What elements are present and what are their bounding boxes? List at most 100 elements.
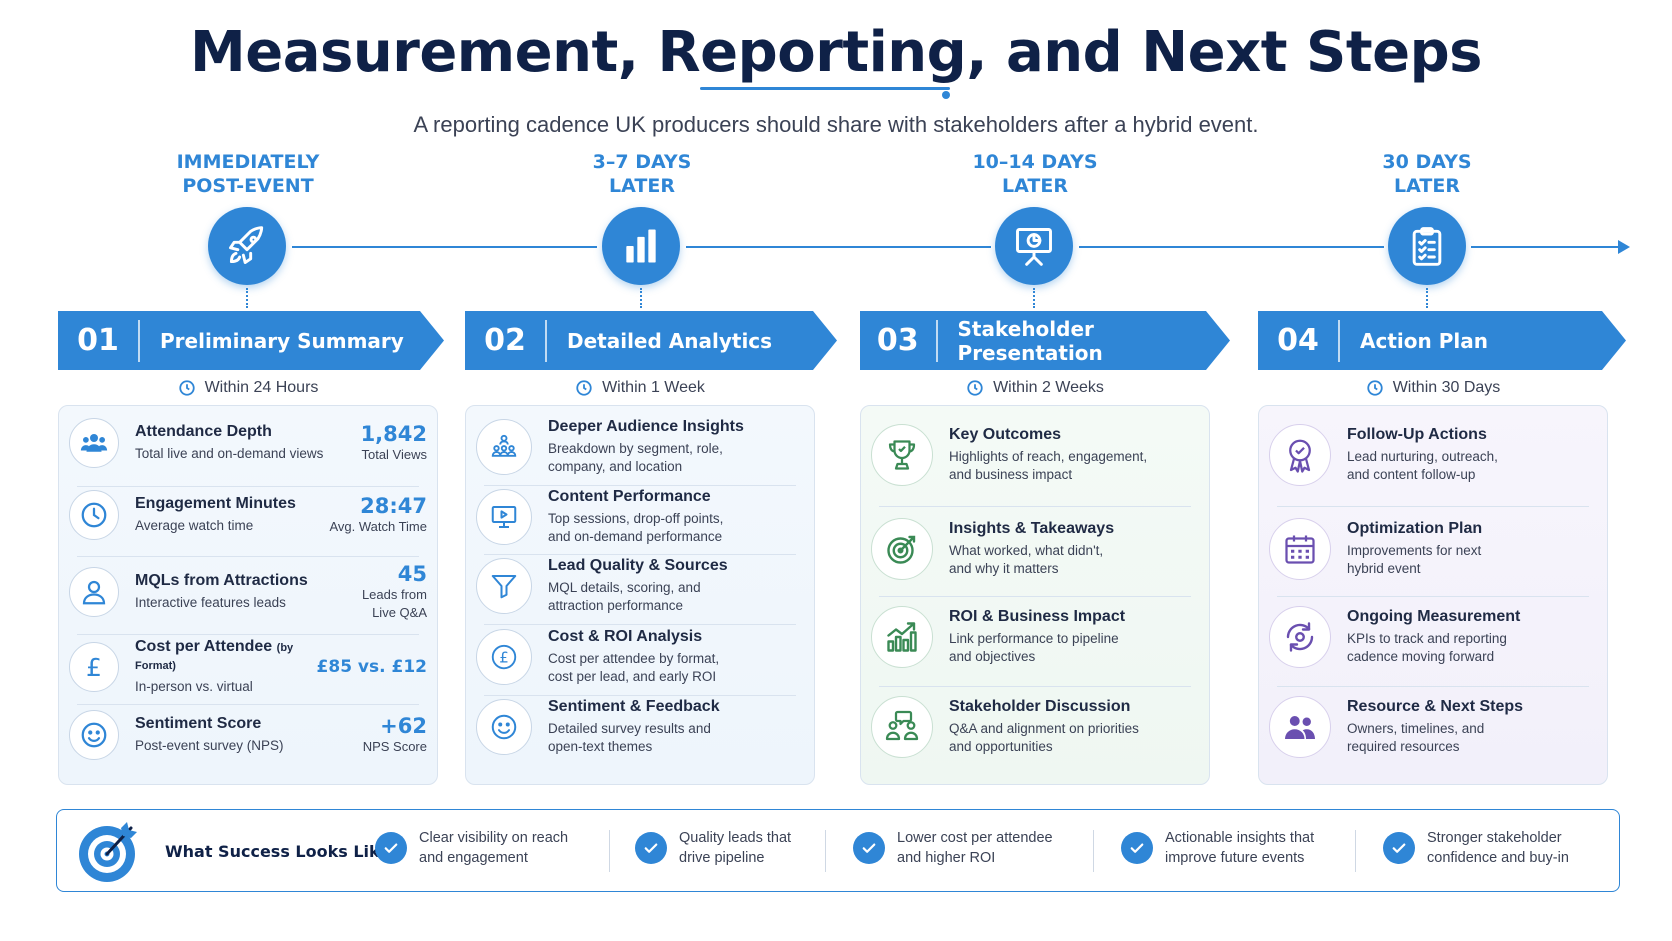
phase-label-3: 10–14 DAYS LATER — [905, 150, 1165, 198]
stat-label: Leads from — [361, 587, 427, 602]
list-item: Lead Quality & Sources MQL details, scori… — [476, 557, 804, 615]
item-title: Sentiment Score — [135, 715, 262, 732]
stakeholder-presentation-card: Key Outcomes Highlights of reach, engagem… — [860, 405, 1210, 785]
action-plan-card: Follow-Up Actions Lead nurturing, outreac… — [1258, 405, 1608, 785]
item-desc: and objectives — [949, 649, 1036, 664]
phase-timing-3: Within 2 Weeks — [860, 377, 1210, 399]
phase-label-line: 10–14 DAYS — [972, 151, 1098, 173]
stat-value: 45 — [397, 562, 427, 586]
item-desc: company, and location — [548, 459, 683, 474]
success-text: drive pipeline — [679, 850, 765, 866]
timeline-connector — [1033, 288, 1035, 308]
item-desc: Detailed survey results and — [548, 721, 711, 736]
item-title: Content Performance — [548, 488, 711, 505]
user-icon — [69, 567, 119, 617]
success-item: Actionable insights that improve future e… — [1121, 828, 1335, 868]
timeline-arrowhead — [1618, 240, 1630, 254]
item-title: ROI & Business Impact — [949, 608, 1126, 625]
audience-icon — [476, 419, 532, 475]
phase-banner-4: 04 Action Plan — [1258, 311, 1626, 370]
phase-number: 03 — [860, 320, 938, 362]
divider — [1277, 686, 1589, 687]
check-icon — [635, 832, 667, 864]
bar-chart-icon — [602, 207, 680, 285]
list-item: Follow-Up Actions Lead nurturing, outreac… — [1269, 424, 1597, 486]
success-item: Quality leads that drive pipeline — [635, 828, 849, 868]
phase-label-line: POST-EVENT — [182, 175, 314, 197]
item-desc: and opportunities — [949, 739, 1053, 754]
list-item: ROI & Business Impact Link performance to… — [871, 606, 1199, 668]
timeline-line — [292, 246, 597, 248]
success-item: Stronger stakeholder confidence and buy-i… — [1383, 828, 1597, 868]
item-desc: and content follow-up — [1347, 467, 1476, 482]
funnel-icon — [476, 558, 532, 614]
clock-icon — [178, 380, 195, 396]
rocket-icon — [208, 207, 286, 285]
phase-banner-3: 03 Stakeholder Presentation — [860, 311, 1230, 370]
phase-label-line: 30 DAYS — [1382, 151, 1472, 173]
phase-number: 04 — [1258, 320, 1340, 362]
list-item: MQLs from Attractions Interactive feature… — [69, 562, 427, 622]
check-icon — [1121, 832, 1153, 864]
phase-number: 01 — [58, 320, 140, 362]
stat-value: +62 — [380, 714, 427, 738]
timeline-line — [686, 246, 991, 248]
item-title: Cost per Attendee — [135, 638, 273, 655]
timeline-connector — [1426, 288, 1428, 308]
divider — [77, 634, 419, 635]
divider — [77, 704, 419, 705]
smile-icon — [69, 710, 119, 760]
clock-icon — [967, 380, 983, 396]
target-icon — [871, 518, 933, 580]
divider — [1277, 596, 1589, 597]
pound-icon: £ — [69, 642, 119, 692]
list-item: Key Outcomes Highlights of reach, engagem… — [871, 424, 1199, 486]
phase-name: Detailed Analytics — [567, 328, 773, 353]
item-title: MQLs from Attractions — [135, 572, 308, 589]
list-item: Sentiment & Feedback Detailed survey resu… — [476, 698, 804, 756]
success-text: Quality leads that — [679, 830, 792, 846]
item-title: Engagement Minutes — [135, 495, 296, 512]
divider — [77, 486, 419, 487]
success-title: What Success Looks Like — [165, 842, 391, 861]
item-desc: required resources — [1347, 739, 1460, 754]
timeline-connector — [640, 288, 642, 308]
success-text: Actionable insights that — [1165, 830, 1315, 846]
item-desc: Highlights of reach, engagement, — [949, 449, 1148, 464]
item-desc: and why it matters — [949, 561, 1059, 576]
success-item: Clear visibility on reach and engagement — [375, 828, 589, 868]
timing-text: Within 24 Hours — [204, 379, 319, 396]
item-desc: Average watch time — [135, 518, 254, 533]
phase-banner-2: 02 Detailed Analytics — [465, 311, 837, 370]
calendar-icon — [1269, 518, 1331, 580]
item-title: Stakeholder Discussion — [949, 698, 1131, 715]
list-item: Resource & Next Steps Owners, timelines, … — [1269, 696, 1597, 758]
item-title: Lead Quality & Sources — [548, 557, 728, 574]
badge-check-icon — [1269, 424, 1331, 486]
item-desc: Link performance to pipeline — [949, 631, 1119, 646]
monitor-play-icon — [476, 489, 532, 545]
item-desc: Breakdown by segment, role, — [548, 441, 723, 456]
stat-label: NPS Score — [362, 739, 427, 754]
item-desc: Lead nurturing, outreach, — [1347, 449, 1498, 464]
divider — [1093, 830, 1094, 872]
phase-name: Preliminary Summary — [160, 328, 404, 353]
timing-text: Within 1 Week — [602, 379, 705, 396]
item-desc: Owners, timelines, and — [1347, 721, 1485, 736]
item-title: Attendance Depth — [135, 423, 272, 440]
stat-label: Avg. Watch Time — [329, 519, 427, 534]
check-icon — [1383, 832, 1415, 864]
item-desc: cadence moving forward — [1347, 649, 1495, 664]
item-title: Insights & Takeaways — [949, 520, 1115, 537]
item-title: Follow-Up Actions — [1347, 426, 1487, 443]
list-item: Stakeholder Discussion Q&A and alignment … — [871, 696, 1199, 758]
clock-icon — [1367, 380, 1383, 396]
item-title-suffix: (by Format) — [135, 642, 294, 672]
item-title: Key Outcomes — [949, 426, 1062, 443]
divider — [825, 830, 826, 872]
page-subtitle: A reporting cadence UK producers should … — [413, 112, 1259, 137]
presentation-icon — [995, 207, 1073, 285]
check-icon — [375, 832, 407, 864]
check-icon — [853, 832, 885, 864]
stat-value: 1,842 — [360, 422, 427, 446]
